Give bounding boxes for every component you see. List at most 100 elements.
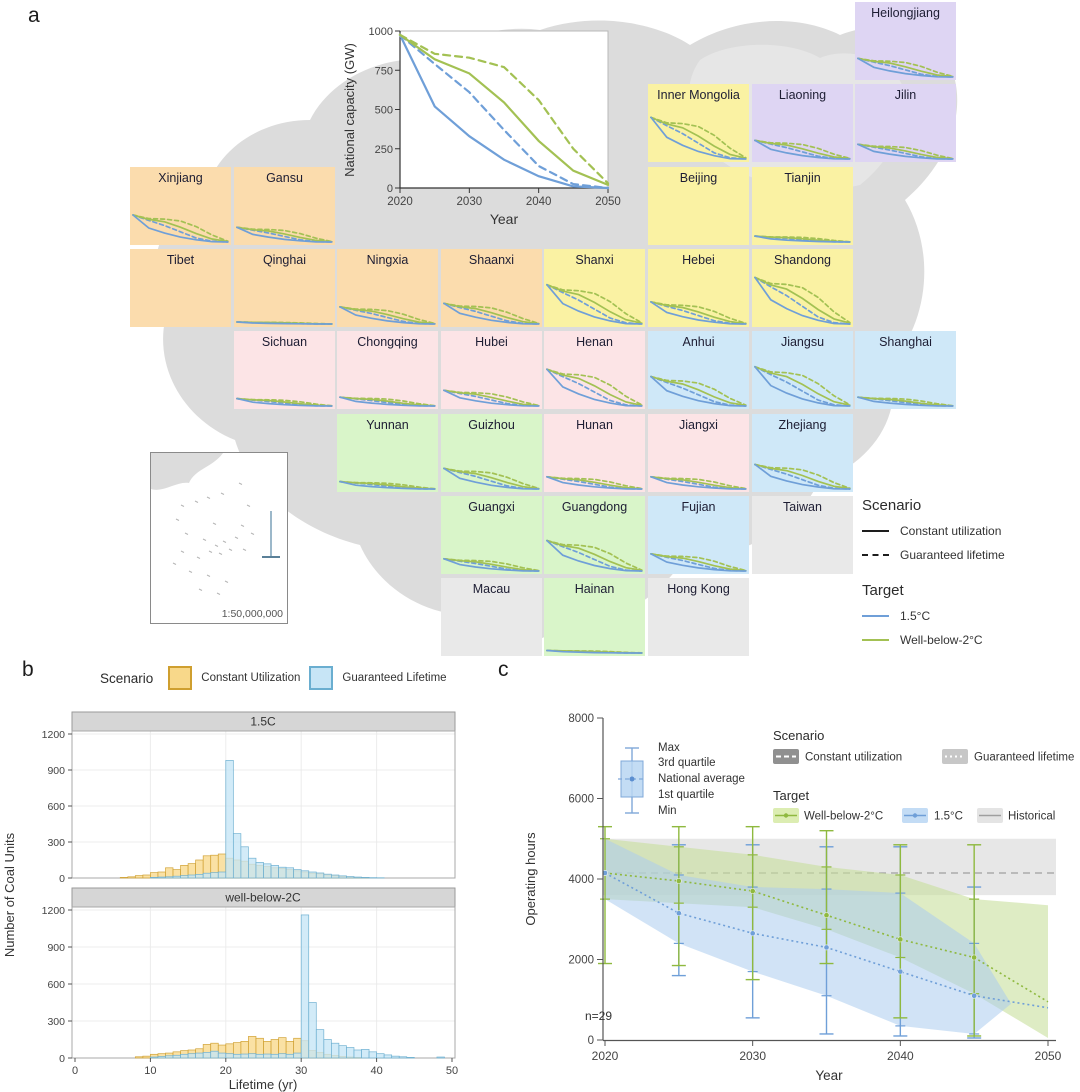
scenario-legend-title: Scenario xyxy=(862,497,922,514)
province-label: Hunan xyxy=(576,418,613,432)
province-tile-anhui: Anhui xyxy=(648,331,749,409)
province-sparkline xyxy=(754,235,851,243)
legend-label: Constant utilization xyxy=(805,752,902,764)
y-tick-label: 0 xyxy=(387,183,393,195)
legend-label: 1.5°C xyxy=(900,609,931,623)
legend-item-1-5c: 1.5°C xyxy=(862,609,1078,623)
province-label: Tianjin xyxy=(784,171,821,185)
x-tick-label: 2030 xyxy=(739,1049,766,1063)
facet-plot-area xyxy=(71,730,456,879)
y-tick-label: 600 xyxy=(47,979,65,991)
y-tick-label: 1000 xyxy=(369,26,393,38)
province-label: Jiangxi xyxy=(679,418,718,432)
panel-a-legend: Scenario Constant utilization Guaranteed… xyxy=(862,497,1078,657)
province-sparkline xyxy=(546,283,643,325)
x-tick-label: 20 xyxy=(220,1065,232,1077)
y-tick-label: 8000 xyxy=(568,713,594,725)
province-tile-ningxia: Ningxia xyxy=(337,249,438,327)
province-label: Hebei xyxy=(682,253,715,267)
province-tile-hubei: Hubei xyxy=(441,331,542,409)
province-sparkline xyxy=(236,321,333,325)
province-tile-hainan: Hainan xyxy=(544,578,645,656)
province-label: Zhejiang xyxy=(778,418,827,432)
boxplot-legend-label: 3rd quartile xyxy=(658,757,716,769)
province-sparkline xyxy=(339,306,436,325)
boxplot-legend-label: Max xyxy=(658,742,680,754)
province-label: Hainan xyxy=(574,582,615,596)
scenario-legend-title: Scenario xyxy=(100,670,154,686)
facet-title: 1.5C xyxy=(250,715,276,729)
province-label: Liaoning xyxy=(778,88,827,102)
facet-plot-area xyxy=(71,906,456,1059)
province-label: Taiwan xyxy=(783,500,822,514)
province-sparkline xyxy=(443,467,540,490)
province-label: Hubei xyxy=(475,335,508,349)
boxplot-legend-label: 1st quartile xyxy=(658,789,714,801)
province-sparkline xyxy=(857,396,954,407)
target-legend-title: Target xyxy=(862,582,904,599)
panel-b-label: b xyxy=(22,658,34,681)
province-tile-hebei: Hebei xyxy=(648,249,749,327)
series-1-5c-guaranteed-lifetime xyxy=(398,33,610,190)
province-label: Jilin xyxy=(894,88,917,102)
province-tile-jiangxi: Jiangxi xyxy=(648,414,749,492)
panel-c-label: c xyxy=(498,658,509,681)
y-axis-title: Number of Coal Units xyxy=(2,832,17,957)
y-tick-label: 1200 xyxy=(42,905,66,917)
province-sparkline xyxy=(546,368,643,407)
y-tick-label: 300 xyxy=(47,837,65,849)
province-tile-guangdong: Guangdong xyxy=(544,496,645,574)
province-sparkline xyxy=(650,375,747,407)
target-legend: Target Well-below-2°C 1.5°C Historical xyxy=(773,788,1055,823)
dashed-line-icon xyxy=(862,554,889,556)
province-sparkline xyxy=(546,475,643,490)
province-sparkline xyxy=(132,214,229,243)
province-label: Heilongjiang xyxy=(871,6,940,20)
operating-hours-chart: 0 2000 4000 6000 8000 2020 2030 2040 2050 Year Ope… xyxy=(523,713,1074,1083)
legend-label: Constant utilization xyxy=(900,524,1002,538)
legend-item-guaranteed-lifetime: Guaranteed lifetime xyxy=(862,548,1078,562)
province-sparkline xyxy=(650,475,747,490)
province-label: Gansu xyxy=(266,171,303,185)
province-tile-shanxi: Shanxi xyxy=(544,249,645,327)
province-tile-tianjin: Tianjin xyxy=(752,167,853,245)
province-label: Guangxi xyxy=(468,500,515,514)
panel-b-legend: Scenario Constant Utilization Guaranteed… xyxy=(100,666,447,690)
y-tick-label: 750 xyxy=(375,65,393,77)
y-tick-label: 4000 xyxy=(568,874,594,886)
series-1-5c-constant-utilization xyxy=(398,33,610,190)
x-axis-title: Year xyxy=(815,1068,843,1083)
province-label: Jiangsu xyxy=(780,335,825,349)
series-well-below-2c-guaranteed-lifetime xyxy=(398,33,610,185)
province-tile-beijing: Beijing xyxy=(648,167,749,245)
province-tile-fujian: Fujian xyxy=(648,496,749,574)
province-label: Guangdong xyxy=(561,500,628,514)
province-tile-yunnan: Yunnan xyxy=(337,414,438,492)
scenario-legend-title: Scenario xyxy=(773,728,824,743)
x-tick-label: 2050 xyxy=(595,196,621,208)
x-tick-label: 2030 xyxy=(457,196,483,208)
province-label: Macau xyxy=(472,582,511,596)
x-tick-label: 2040 xyxy=(887,1049,914,1063)
x-tick-label: 2040 xyxy=(526,196,552,208)
province-sparkline xyxy=(443,557,540,572)
target-legend-title: Target xyxy=(773,788,810,803)
province-tile-guangxi: Guangxi xyxy=(441,496,542,574)
y-axis-title: Operating hours xyxy=(523,832,538,926)
province-tile-heilongjiang: Heilongjiang xyxy=(855,2,956,80)
province-tile-hunan: Hunan xyxy=(544,414,645,492)
y-tick-label: 600 xyxy=(47,801,65,813)
y-tick-label: 1200 xyxy=(42,729,66,741)
province-sparkline xyxy=(236,226,333,243)
province-sparkline xyxy=(754,276,851,325)
boxplot-legend-label: Min xyxy=(658,805,677,817)
histogram-series-guaranteed-lifetime xyxy=(150,760,385,879)
province-tile-shaanxi: Shaanxi xyxy=(441,249,542,327)
province-tile-inner-mongolia: Inner Mongolia xyxy=(648,84,749,162)
y-tick-label: 500 xyxy=(375,105,393,117)
province-label: Shanxi xyxy=(575,253,614,267)
province-label: Shanghai xyxy=(879,335,932,349)
y-tick-label: 6000 xyxy=(568,794,594,806)
province-sparkline xyxy=(754,463,851,490)
